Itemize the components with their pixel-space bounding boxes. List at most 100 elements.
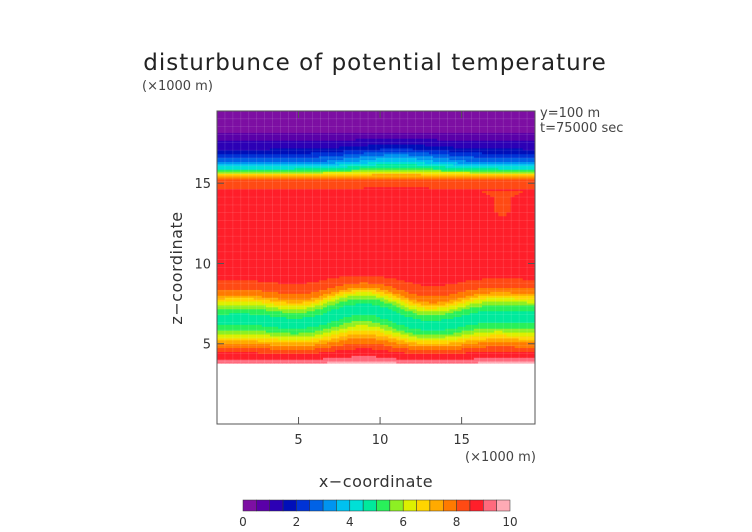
contour-cell [310,140,316,143]
contour-cell [282,147,287,151]
contour-cell [249,322,255,325]
contour-cell [298,159,304,162]
contour-cell [282,268,287,271]
contour-cell [261,178,267,182]
contour-cell [306,209,312,213]
contour-cell [225,355,230,358]
contour-cell [253,233,259,236]
contour-cell [270,229,275,232]
contour-cell [302,264,308,267]
contour-cell [217,153,222,157]
contour-cell [335,273,340,277]
contour-cell [253,240,259,244]
contour-cell [265,351,271,354]
contour-cell [359,355,365,358]
contour-cell [367,345,373,349]
contour-cell [318,182,324,186]
contour-cell [290,271,296,275]
contour-cell [229,223,234,226]
contour-cell [343,178,349,182]
contour-cell [335,235,340,238]
contour-cell [233,130,238,133]
contour-cell [367,235,373,238]
contour-cell [241,130,247,133]
contour-cell [310,256,316,259]
contour-cell [314,120,320,124]
contour-cell [347,271,353,275]
contour-cell [351,116,357,120]
contour-cell [306,111,312,114]
contour-cell [221,302,226,306]
contour-cell [221,167,226,170]
contour-cell [249,186,255,190]
contour-cell [318,221,324,225]
contour-cell [249,306,255,310]
contour-cell [302,306,308,310]
contour-cell [217,116,222,120]
contour-cell [318,229,324,232]
contour-cell [233,149,238,153]
contour-cell [331,297,336,300]
contour-cell [306,312,312,316]
contour-cell [335,176,340,180]
contour-cell [339,273,344,277]
contour-cell [225,250,230,254]
contour-cell [306,155,312,159]
contour-cell [314,116,320,120]
contour-cell [310,167,316,170]
contour-cell [371,262,377,265]
contour-cell [314,151,320,155]
contour-cell [347,233,353,236]
contour-cell [339,190,344,194]
contour-cell [221,345,226,349]
contour-cell [371,335,377,339]
contour-cell [347,264,353,267]
contour-cell [274,118,279,122]
contour-cell [245,225,251,228]
contour-cell [306,202,312,205]
contour-cell [221,112,226,116]
contour-cell [249,153,255,157]
contour-cell [225,269,230,273]
contour-cell [343,161,349,164]
contour-cell [323,291,328,294]
contour-cell [343,343,349,347]
contour-cell [286,211,291,215]
contour-cell [367,213,373,217]
contour-cell [335,192,340,195]
contour-cell [359,159,365,162]
contour-cell [331,302,336,306]
contour-cell [217,279,222,283]
contour-cell [318,231,324,234]
contour-cell [302,353,308,356]
contour-cell [278,194,283,197]
contour-cell [257,326,263,329]
contour-cell [327,188,332,192]
contour-cell [331,122,336,126]
contour-cell [257,182,263,186]
contour-cell [261,132,267,135]
contour-cell [249,312,255,316]
contour-cell [367,357,373,360]
contour-cell [347,186,353,190]
contour-cell [306,159,312,162]
contour-cell [225,295,230,298]
contour-cell [351,273,357,277]
contour-cell [363,310,369,314]
contour-cell [290,155,296,159]
contour-cell [245,353,251,356]
contour-cell [225,264,230,267]
contour-cell [323,322,328,325]
contour-cell [237,318,243,321]
contour-cell [229,136,234,139]
contour-cell [225,310,230,314]
contour-cell [241,310,247,314]
contour-cell [225,357,230,360]
contour-cell [237,202,243,205]
contour-cell [225,194,230,197]
contour-cell [286,248,291,252]
contour-cell [367,155,373,159]
contour-cell [257,142,263,145]
contour-cell [359,112,365,116]
contour-cell [310,273,316,277]
